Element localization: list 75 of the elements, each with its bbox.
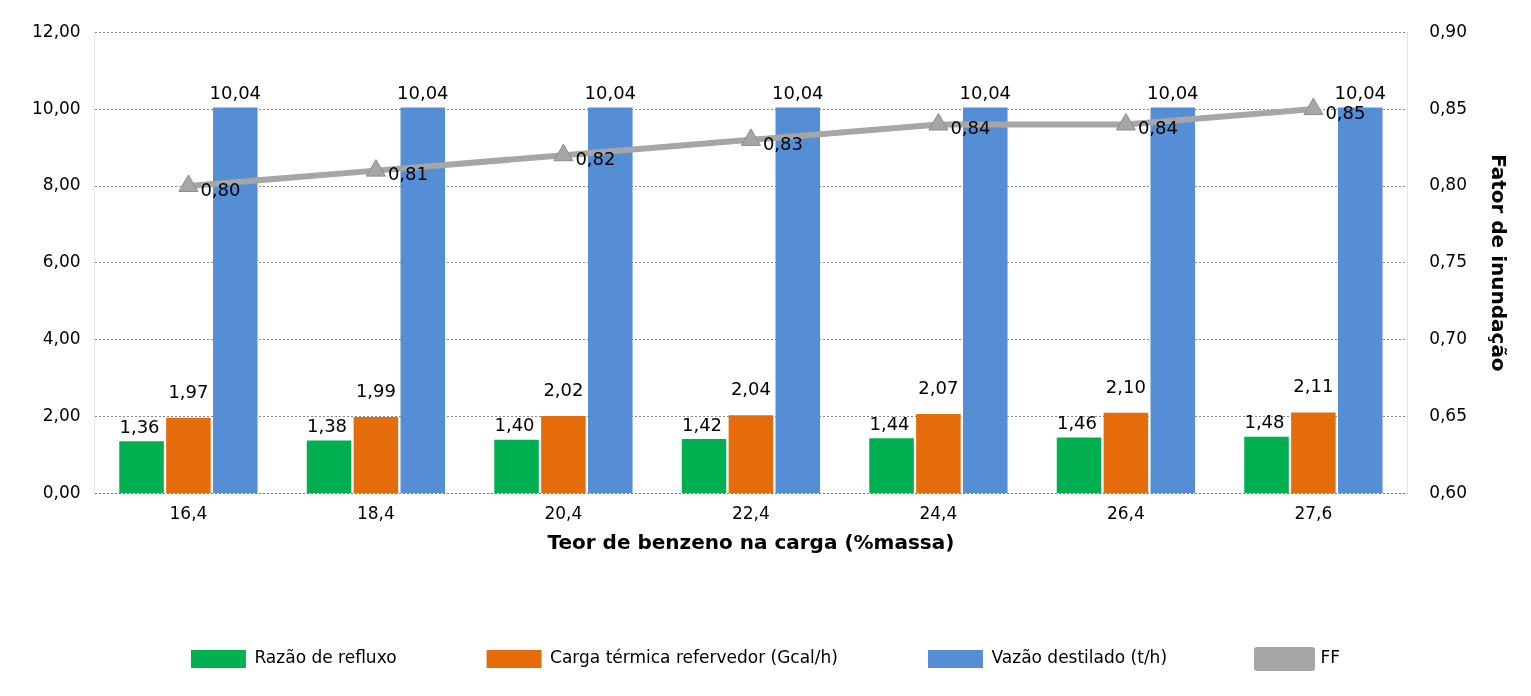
data-label: 10,04 (1147, 82, 1199, 104)
legend-label: FF (1320, 647, 1341, 668)
data-label: 2,07 (918, 376, 959, 398)
bar (681, 439, 727, 494)
x-tick-label: 27,6 (1294, 503, 1333, 524)
data-label: 2,10 (1105, 375, 1146, 397)
data-label: 2,04 (730, 377, 771, 399)
data-label: 0,82 (575, 147, 616, 169)
y-tick-label: 2,00 (42, 405, 81, 426)
data-label: 10,04 (397, 82, 449, 104)
y2-tick-label: 0,80 (1429, 174, 1468, 195)
point (178, 174, 199, 192)
x-tick-label: 20,4 (544, 503, 583, 524)
data-label: 0,84 (950, 117, 991, 139)
y2-tick-label: 0,85 (1429, 97, 1468, 118)
bar (1056, 437, 1102, 494)
x-tick-label: 24,4 (919, 503, 958, 524)
data-label: 0,84 (1137, 117, 1178, 139)
y-tick-label: 0,00 (42, 482, 81, 503)
data-label: 1,97 (168, 380, 209, 402)
data-label: 1,99 (355, 379, 396, 401)
bar (306, 440, 352, 494)
y-tick-label: 12,00 (32, 20, 81, 41)
y2-tick-label: 0,60 (1429, 482, 1468, 503)
data-label: 1,38 (306, 415, 348, 437)
point (553, 143, 574, 162)
point (1115, 112, 1136, 131)
data-label: 1,46 (1056, 412, 1098, 434)
y-tick-label: 10,00 (32, 97, 81, 118)
data-label: 1,44 (869, 412, 910, 434)
bar (494, 439, 539, 494)
bar (166, 417, 211, 494)
point (1303, 97, 1324, 116)
data-label: 10,04 (209, 82, 262, 104)
data-label: 0,80 (200, 178, 241, 200)
y2-axis-title: Fator de inundação (1486, 154, 1511, 372)
y2-tick-label: 0,75 (1429, 251, 1468, 272)
data-label: 1,42 (681, 413, 723, 435)
bar (869, 438, 914, 494)
x-axis-title: Teor de benzeno na carga (%massa) (547, 530, 955, 555)
y-tick-label: 4,00 (42, 328, 81, 349)
bar (1291, 412, 1336, 494)
data-label: 2,11 (1293, 375, 1334, 397)
legend-label: Razão de refluxo (254, 647, 397, 668)
data-label: 10,04 (1334, 82, 1387, 104)
bar (353, 417, 399, 494)
x-tick-label: 26,4 (1106, 503, 1145, 524)
legend-label: Carga térmica refervedor (Gcal/h) (550, 647, 838, 668)
legend-label: Vazão destilado (t/h) (991, 647, 1168, 668)
data-label: 10,04 (772, 82, 824, 104)
data-label: 10,04 (959, 82, 1012, 104)
data-label: 0,83 (762, 132, 803, 154)
y2-tick-label: 0,90 (1429, 20, 1468, 41)
point (365, 159, 386, 177)
bar (119, 441, 164, 494)
point (928, 112, 949, 131)
bar (1103, 412, 1149, 494)
y2-tick-label: 0,65 (1429, 405, 1468, 426)
bar (1244, 436, 1289, 494)
x-tick-label: 18,4 (356, 503, 395, 524)
point (740, 128, 761, 146)
data-label: 1,48 (1244, 411, 1285, 433)
y2-tick-label: 0,70 (1429, 328, 1468, 349)
data-label: 1,40 (494, 414, 535, 436)
y-tick-label: 6,00 (42, 251, 81, 272)
x-tick-label: 16,4 (169, 503, 208, 524)
bar (916, 414, 961, 494)
x-tick-label: 22,4 (731, 503, 770, 524)
data-label: 0,81 (387, 163, 428, 185)
data-label: 1,36 (119, 415, 160, 437)
data-label: 2,02 (543, 378, 584, 400)
bar (541, 415, 586, 494)
y-tick-label: 8,00 (42, 174, 81, 195)
bar (728, 415, 774, 494)
data-label: 10,04 (584, 82, 637, 104)
